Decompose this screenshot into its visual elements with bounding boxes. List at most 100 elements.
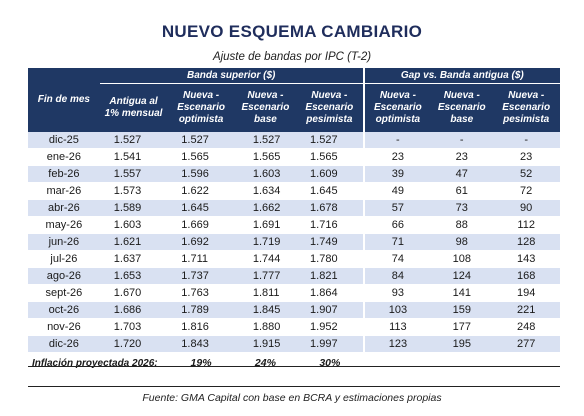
optimistic-cell: 1.737 <box>167 267 235 285</box>
optimistic-cell: 1.596 <box>167 165 235 183</box>
table-title: NUEVO ESQUEMA CAMBIARIO <box>161 22 423 41</box>
gap-pessimistic-cell: 248 <box>492 318 560 336</box>
base-cell: 1.662 <box>234 199 297 217</box>
old-band-cell: 1.621 <box>99 233 168 251</box>
gap-base-cell: 23 <box>431 148 493 166</box>
old-band-cell: 1.670 <box>99 284 168 302</box>
gap-optimistic-cell: 113 <box>362 318 432 336</box>
old-band-cell: 1.720 <box>99 335 168 353</box>
gap-optimistic-cell: 66 <box>362 216 432 234</box>
gap-pessimistic-header: Nueva - Escenario pesimista <box>492 83 560 132</box>
divider-bottom <box>28 386 560 387</box>
optimistic-cell: 1.669 <box>167 216 235 234</box>
gap-optimistic-cell: 49 <box>362 182 432 200</box>
table-row: jul-26 1.637 1.711 1.744 1.780 74 108 143 <box>28 250 560 268</box>
gap-optimistic-cell: 39 <box>362 165 432 183</box>
old-band-cell: 1.653 <box>99 267 168 285</box>
table-row: abr-26 1.589 1.645 1.662 1.678 57 73 90 <box>28 199 560 217</box>
optimistic-cell: 1.527 <box>167 132 235 149</box>
old-band-cell: 1.603 <box>99 216 168 234</box>
old-band-cell: 1.527 <box>99 132 168 149</box>
inflation-row: Inflación proyectada 2026: 19% 24% 30% <box>28 352 560 374</box>
month-cell: abr-26 <box>28 199 100 217</box>
pessimistic-cell: 1.678 <box>296 199 364 217</box>
gap-pessimistic-cell: 90 <box>492 199 560 217</box>
gap-optimistic-cell: - <box>362 132 432 149</box>
inflation-label: Inflación proyectada 2026: <box>28 352 168 374</box>
table-row: feb-26 1.557 1.596 1.603 1.609 39 47 52 <box>28 165 560 183</box>
gap-pessimistic-cell: 112 <box>492 216 560 234</box>
inflation-pessimistic: 30% <box>296 352 364 374</box>
gap-pessimistic-cell: 23 <box>492 148 560 166</box>
optimistic-cell: 1.645 <box>167 199 235 217</box>
old-band-cell: 1.557 <box>99 165 168 183</box>
base-cell: 1.811 <box>234 284 297 302</box>
gap-optimistic-header: Nueva - Escenario optimista <box>362 83 432 132</box>
month-cell: mar-26 <box>28 182 100 200</box>
gap-pessimistic-cell: - <box>492 132 560 149</box>
gap-group-header: Gap vs. Banda antigua ($) <box>362 68 560 84</box>
base-cell: 1.845 <box>234 301 297 319</box>
base-cell: 1.565 <box>234 148 297 166</box>
gap-base-header: Nueva - Escenario base <box>431 83 493 132</box>
month-cell: dic-25 <box>28 132 100 149</box>
pessimistic-cell: 1.716 <box>296 216 364 234</box>
table-row: jun-26 1.621 1.692 1.719 1.749 71 98 128 <box>28 233 560 251</box>
gap-optimistic-cell: 84 <box>362 267 432 285</box>
optimistic-cell: 1.692 <box>167 233 235 251</box>
gap-base-cell: 61 <box>431 182 493 200</box>
inflation-base: 24% <box>234 352 297 374</box>
table-row: may-26 1.603 1.669 1.691 1.716 66 88 112 <box>28 216 560 234</box>
gap-base-cell: 108 <box>431 250 493 268</box>
month-cell: ene-26 <box>28 148 100 166</box>
month-cell: dic-26 <box>28 335 100 353</box>
table-row: mar-26 1.573 1.622 1.634 1.645 49 61 72 <box>28 182 560 200</box>
source-note: Fuente: GMA Capital con base en BCRA y e… <box>142 392 442 404</box>
gap-base-cell: 98 <box>431 233 493 251</box>
table-row: nov-26 1.703 1.816 1.880 1.952 113 177 248 <box>28 318 560 336</box>
old-band-cell: 1.589 <box>99 199 168 217</box>
pessimistic-cell: 1.780 <box>296 250 364 268</box>
month-cell: nov-26 <box>28 318 100 336</box>
pessimistic-cell: 1.952 <box>296 318 364 336</box>
pessimistic-header: Nueva - Escenario pesimista <box>296 83 364 132</box>
base-cell: 1.719 <box>234 233 297 251</box>
base-cell: 1.691 <box>234 216 297 234</box>
month-header: Fin de mes <box>28 68 100 132</box>
old-band-cell: 1.573 <box>99 182 168 200</box>
month-cell: feb-26 <box>28 165 100 183</box>
old-band-cell: 1.541 <box>99 148 168 166</box>
gap-base-cell: - <box>431 132 493 149</box>
optimistic-cell: 1.565 <box>167 148 235 166</box>
gap-optimistic-cell: 123 <box>362 335 432 353</box>
exchange-band-table: Fin de mes Banda superior ($) Gap vs. Ba… <box>28 68 560 374</box>
gap-optimistic-cell: 103 <box>362 301 432 319</box>
gap-pessimistic-cell: 72 <box>492 182 560 200</box>
gap-base-cell: 88 <box>431 216 493 234</box>
base-cell: 1.777 <box>234 267 297 285</box>
optimistic-cell: 1.816 <box>167 318 235 336</box>
old-band-cell: 1.686 <box>99 301 168 319</box>
optimistic-cell: 1.763 <box>167 284 235 302</box>
month-cell: sept-26 <box>28 284 100 302</box>
pessimistic-cell: 1.864 <box>296 284 364 302</box>
pessimistic-cell: 1.527 <box>296 132 364 149</box>
base-header: Nueva - Escenario base <box>234 83 297 132</box>
base-cell: 1.915 <box>234 335 297 353</box>
gap-pessimistic-cell: 221 <box>492 301 560 319</box>
optimistic-cell: 1.711 <box>167 250 235 268</box>
table-row: dic-26 1.720 1.843 1.915 1.997 123 195 277 <box>28 335 560 353</box>
base-cell: 1.880 <box>234 318 297 336</box>
gap-pessimistic-cell: 194 <box>492 284 560 302</box>
table-row: dic-25 1.527 1.527 1.527 1.527- - - <box>28 132 560 149</box>
base-cell: 1.603 <box>234 165 297 183</box>
old-band-cell: 1.637 <box>99 250 168 268</box>
pessimistic-cell: 1.645 <box>296 182 364 200</box>
gap-base-cell: 124 <box>431 267 493 285</box>
month-cell: oct-26 <box>28 301 100 319</box>
gap-optimistic-cell: 23 <box>362 148 432 166</box>
gap-optimistic-cell: 74 <box>362 250 432 268</box>
pessimistic-cell: 1.565 <box>296 148 364 166</box>
month-cell: jul-26 <box>28 250 100 268</box>
pessimistic-cell: 1.609 <box>296 165 364 183</box>
